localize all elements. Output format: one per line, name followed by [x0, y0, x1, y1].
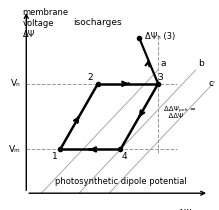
Text: membrane
voltage
ΔΨ: membrane voltage ΔΨ — [23, 8, 69, 39]
Text: b: b — [198, 59, 203, 68]
Text: 4: 4 — [121, 152, 127, 161]
Text: 2: 2 — [88, 73, 93, 82]
Text: Vₘ: Vₘ — [9, 145, 21, 154]
Text: $\Delta\Psi_{PDP}$: $\Delta\Psi_{PDP}$ — [177, 207, 207, 210]
Text: a: a — [160, 59, 166, 68]
Text: Vₙ: Vₙ — [11, 79, 21, 88]
Text: isocharges: isocharges — [74, 18, 122, 27]
Text: ΔΔΨₚₑₕ =
  ΔΔΨ: ΔΔΨₚₑₕ = ΔΔΨ — [164, 106, 196, 119]
Text: ΔΨₕ (3): ΔΨₕ (3) — [145, 32, 175, 41]
Text: photosynthetic dipole potential: photosynthetic dipole potential — [55, 177, 186, 186]
Text: c: c — [209, 79, 214, 88]
Text: 3: 3 — [157, 73, 163, 82]
Text: 1: 1 — [52, 152, 57, 161]
